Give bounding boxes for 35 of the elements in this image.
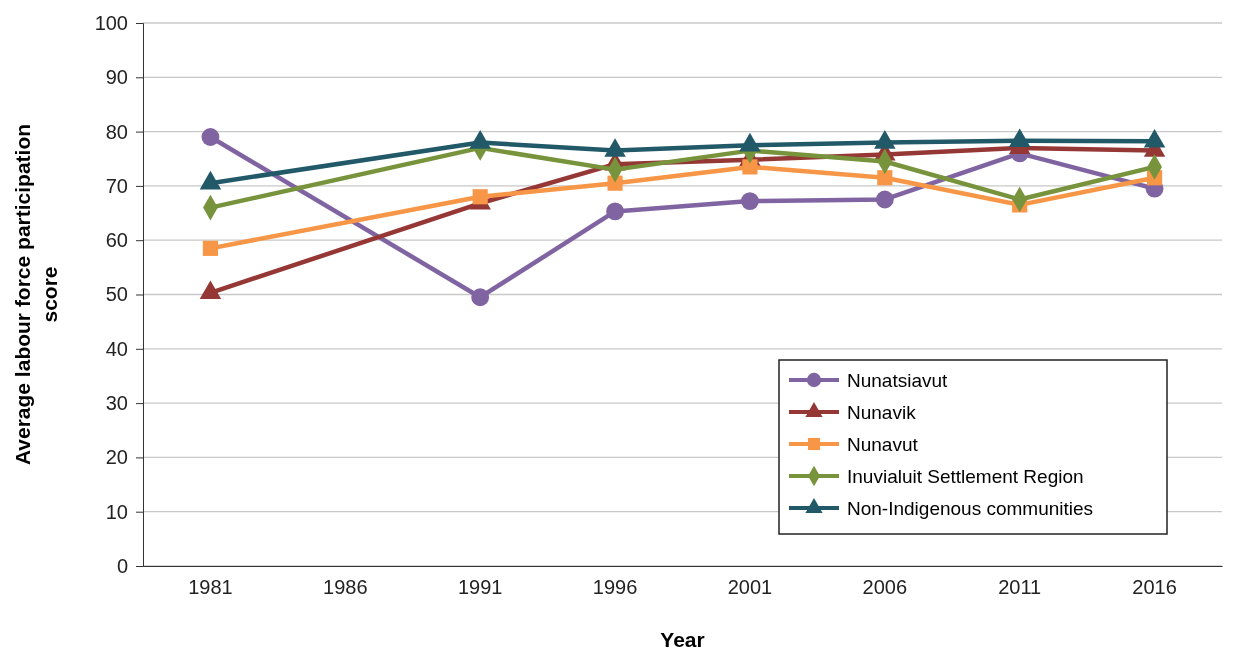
y-tick-label: 70 xyxy=(105,174,128,197)
y-tick-label: 40 xyxy=(105,337,128,360)
point xyxy=(471,288,490,307)
x-axis-title: Year xyxy=(660,628,705,651)
legend-label: Nunavut xyxy=(847,434,919,455)
x-tick-label: 1981 xyxy=(188,576,233,599)
point xyxy=(741,192,759,211)
y-axis-title: Average labour force participation score xyxy=(11,123,61,466)
y-tick-label: 90 xyxy=(105,66,128,89)
x-tick-label: 2016 xyxy=(1132,576,1177,599)
point xyxy=(877,170,893,186)
x-tick-label: 1991 xyxy=(457,576,503,599)
x-tick-label: 2011 xyxy=(998,576,1042,599)
y-tick-label: 60 xyxy=(105,229,128,252)
y-tick-label: 80 xyxy=(105,120,128,143)
y-tick-label: 10 xyxy=(105,500,128,523)
x-tick-label: 2001 xyxy=(727,576,773,599)
point xyxy=(875,190,894,209)
y-tick-label: 20 xyxy=(105,446,128,469)
legend-label: Non-Indigenous communities xyxy=(847,498,1094,519)
legend-label: Inuvialuit Settlement Region xyxy=(847,466,1084,487)
point xyxy=(606,202,624,221)
y-tick-label: 0 xyxy=(116,554,128,577)
legend-label: Nunatsiavut xyxy=(847,370,949,391)
y-tick-label: 100 xyxy=(94,11,128,34)
x-tick-label: 1986 xyxy=(323,576,368,599)
point xyxy=(201,128,220,146)
point xyxy=(742,159,758,175)
point xyxy=(472,189,488,205)
legend-label: Nunavik xyxy=(847,402,917,423)
x-tick-label: 1996 xyxy=(592,576,638,599)
y-tick-label: 50 xyxy=(105,283,128,306)
point xyxy=(202,240,219,256)
y-tick-label: 30 xyxy=(105,392,128,414)
x-tick-label: 2006 xyxy=(862,576,908,599)
